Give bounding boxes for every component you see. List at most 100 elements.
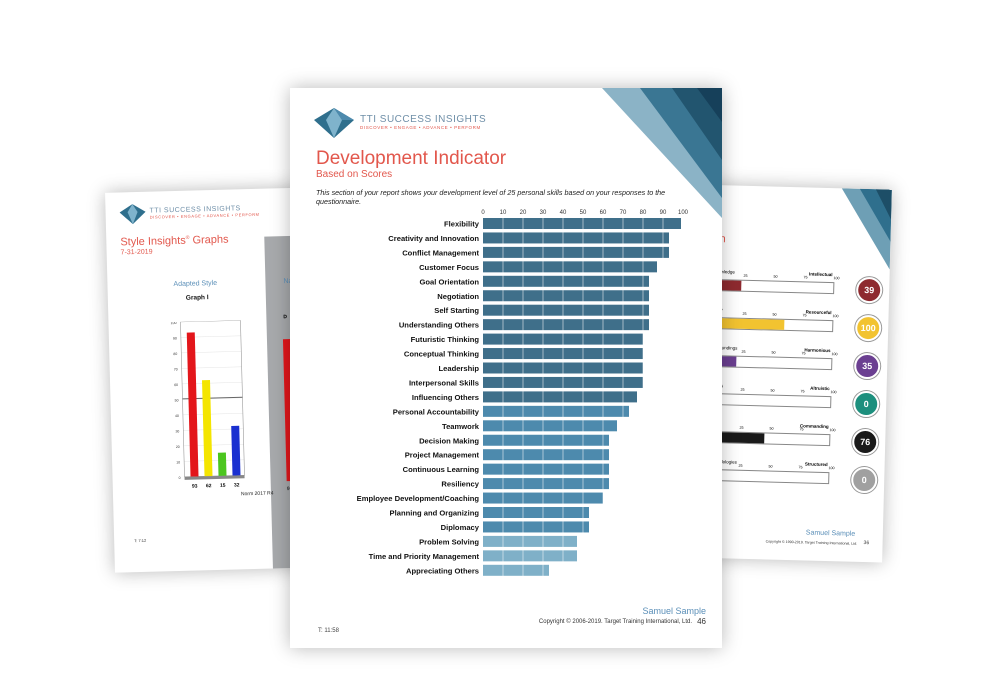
motivator-scale-tick: 25 <box>738 463 743 468</box>
right-footer-page: 36 <box>863 540 870 547</box>
motivator-score-badge: 0 <box>852 390 880 418</box>
x-tick-label: 30 <box>540 210 547 216</box>
motivator-row: OthersAltruistic02550751000 <box>709 383 880 418</box>
category-label: Planning and Organizing <box>390 509 480 518</box>
disc-y-tick: 30 <box>175 429 179 433</box>
bar-problem-solving <box>483 535 577 547</box>
x-tick-label: 10 <box>500 210 507 216</box>
disc-y-tick: 20 <box>176 445 180 449</box>
motivator-fill <box>712 317 785 330</box>
bar-negotiation <box>483 290 649 302</box>
corner-decoration <box>602 88 722 218</box>
motivators-page: ph KnowledgeIntellectual025507510039Util… <box>685 184 892 563</box>
x-tick-label: 70 <box>620 210 627 216</box>
bar-self-starting <box>483 304 649 316</box>
motivator-scale-tick: 25 <box>741 349 746 354</box>
bar-customer-focus <box>483 261 657 273</box>
motivator-row: UtilityResourceful0255075100100 <box>711 307 882 342</box>
bar-goal-orientation <box>483 275 649 287</box>
x-tick-label: 50 <box>580 210 587 216</box>
category-label: Goal Orientation <box>420 277 480 286</box>
category-label: Leadership <box>438 364 479 373</box>
disc-y-tick: 90 <box>173 336 177 340</box>
motivator-score-badge: 35 <box>853 352 881 380</box>
footer-copyright: Copyright © 2006-2019. Target Training I… <box>538 619 692 625</box>
disc-y-tick: 60 <box>174 383 178 387</box>
disc-y-tick: 70 <box>174 367 178 371</box>
motivator-bar: 0255075100 <box>712 273 840 295</box>
motivator-scale-tick: 100 <box>831 352 838 357</box>
motivator-bar: 0255075100 <box>708 425 836 447</box>
development-chart: Flexibility Creativity and Innovation Conf… <box>357 210 689 580</box>
natural-graph-d-label: D <box>283 314 288 321</box>
footer-name: Samuel Sample <box>642 606 706 616</box>
right-footer-copy: Copyright © 1990-2019. Target Training I… <box>765 539 858 546</box>
motivator-scale-tick: 50 <box>772 312 777 317</box>
disc-value: 62 <box>206 483 212 489</box>
motivator-scale-tick: 75 <box>802 313 807 318</box>
category-label: Continuous Learning <box>403 465 480 474</box>
disc-bar-c <box>231 425 241 476</box>
category-label: Problem Solving <box>419 537 479 546</box>
bar-continuous-learning <box>483 463 609 475</box>
category-label: Creativity and Innovation <box>388 234 479 243</box>
left-time: T: 7:12 <box>134 537 147 544</box>
motivator-scale-tick: 25 <box>740 387 745 392</box>
motivator-scale-tick: 50 <box>773 274 778 279</box>
category-label: Conflict Management <box>402 248 479 257</box>
category-label: Employee Development/Coaching <box>357 494 480 503</box>
category-label: Teamwork <box>442 422 480 431</box>
motivator-right-label: Commanding <box>799 423 829 430</box>
motivator-scale-tick: 100 <box>829 428 836 433</box>
x-tick-label: 0 <box>481 210 485 216</box>
norm-text: Norm 2017 R4 <box>240 490 274 498</box>
timestamp: T: 11:58 <box>318 628 339 634</box>
adapted-style-label: Adapted Style <box>173 279 218 289</box>
footer-page-number: 46 <box>697 617 706 626</box>
tti-logo-icon <box>314 108 354 138</box>
development-indicator-page: TTI SUCCESS INSIGHTS DISCOVER • ENGAGE •… <box>290 88 722 648</box>
motivator-scale-tick: 25 <box>742 311 747 316</box>
disc-y-tick: 100 <box>171 321 177 325</box>
x-tick-label: 80 <box>640 210 647 216</box>
corner-decoration <box>841 188 892 270</box>
page-title: Development Indicator <box>316 148 507 169</box>
motivator-scale-tick: 50 <box>771 350 776 355</box>
motivator-score-badge: 100 <box>854 314 882 342</box>
brand-name: TTI SUCCESS INSIGHTS DISCOVER • ENGAGE •… <box>149 205 259 219</box>
motivator-score-badge: 39 <box>855 276 883 304</box>
motivator-scale-tick: 75 <box>803 275 808 280</box>
page-subtitle: Based on Scores <box>316 169 393 180</box>
motivator-row: MethodologiesStructured02550751000 <box>707 459 878 494</box>
category-label: Project Management <box>405 451 480 460</box>
motivator-bar: 0255075100 <box>707 463 835 485</box>
motivator-bar: 0255075100 <box>709 387 837 409</box>
disc-bar-i <box>202 380 213 477</box>
bar-time-and-priority-management <box>483 550 577 562</box>
motivator-row: PowerCommanding025507510076 <box>708 421 879 456</box>
brand-block: TTI SUCCESS INSIGHTS DISCOVER • ENGAGE •… <box>360 114 486 130</box>
disc-y-tick: 50 <box>175 398 179 402</box>
disc-value: 32 <box>234 482 240 488</box>
disc-value: 93 <box>192 483 198 489</box>
category-label: Understanding Others <box>399 321 479 330</box>
bar-creativity-and-innovation <box>483 232 669 244</box>
motivator-row: SurroundingsHarmonious025507510035 <box>710 345 881 380</box>
motivator-scale-tick: 50 <box>769 426 774 431</box>
motivator-score-badge: 76 <box>851 428 879 456</box>
right-footer-name: Samuel Sample <box>805 529 856 538</box>
bar-flexibility <box>483 218 681 229</box>
category-label: Time and Priority Management <box>369 552 480 561</box>
disc-value: 15 <box>220 483 226 489</box>
brand-name-text: TTI SUCCESS INSIGHTS <box>360 114 487 125</box>
bar-conflict-management <box>483 246 669 258</box>
bar-planning-and-organizing <box>483 507 589 518</box>
motivator-bar: 0255075100 <box>710 349 838 371</box>
left-title-suffix: Graphs <box>189 233 229 247</box>
graph-label: Graph I <box>185 294 209 302</box>
motivator-row: KnowledgeIntellectual025507510039 <box>712 269 883 304</box>
category-label: Appreciating Others <box>406 566 479 575</box>
bar-decision-making <box>483 434 609 446</box>
motivator-scale-tick: 75 <box>799 427 804 432</box>
bar-diplomacy <box>483 521 589 533</box>
